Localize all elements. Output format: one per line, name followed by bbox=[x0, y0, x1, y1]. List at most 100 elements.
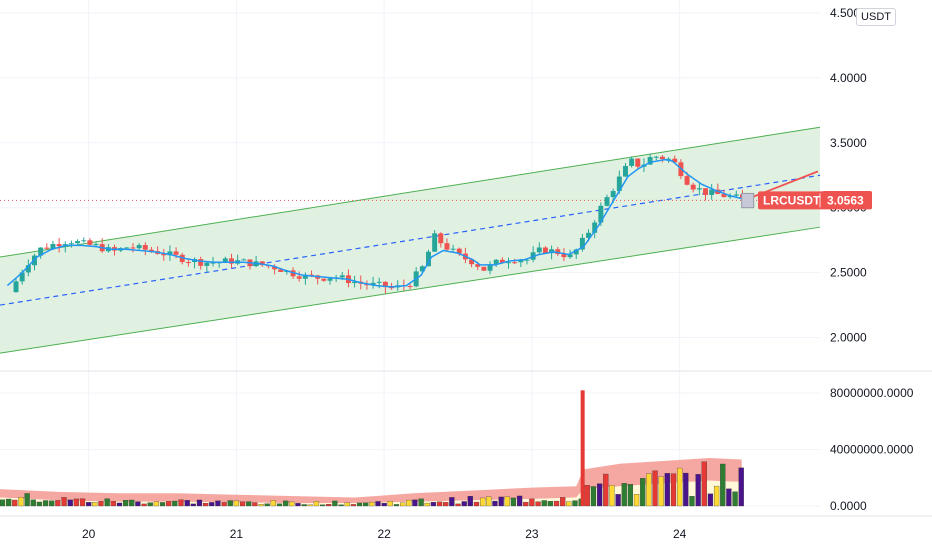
volume-bar-99 bbox=[609, 485, 615, 507]
candle-body-67 bbox=[426, 251, 431, 267]
x-tick-label-0: 20 bbox=[82, 527, 96, 541]
volume-bar-117 bbox=[720, 463, 726, 507]
candle-body-101 bbox=[635, 158, 641, 167]
candle-body-100 bbox=[629, 158, 635, 166]
candle-body-113 bbox=[709, 189, 715, 195]
volume-bar-23 bbox=[141, 503, 147, 507]
y-tick-label-2: 3.5000 bbox=[830, 136, 867, 150]
candle-body-48 bbox=[309, 274, 314, 276]
volume-bar-44 bbox=[270, 500, 276, 507]
candle-body-109 bbox=[684, 176, 690, 185]
candle-body-69 bbox=[438, 233, 444, 244]
channel-lower-line bbox=[0, 226, 821, 354]
volume-bar-113 bbox=[695, 474, 701, 507]
volume-bar-80 bbox=[492, 500, 498, 507]
volume-bar-98 bbox=[603, 473, 609, 507]
volume-bar-25 bbox=[153, 501, 160, 507]
candle-body-34 bbox=[222, 258, 228, 263]
candle-body-105 bbox=[659, 156, 665, 160]
volume-bar-28 bbox=[172, 500, 178, 507]
candle-body-71 bbox=[450, 248, 456, 250]
volume-bar-61 bbox=[375, 501, 381, 507]
volume-bar-89 bbox=[547, 501, 554, 507]
candle-body-80 bbox=[506, 262, 511, 264]
volume-bar-116 bbox=[713, 485, 720, 507]
volume-bar-81 bbox=[498, 496, 504, 507]
vol-y-tick-label-2: 0.0000 bbox=[830, 499, 867, 513]
channel-upper-line bbox=[0, 126, 821, 258]
selection-marker bbox=[741, 192, 755, 209]
volume-bar-45 bbox=[276, 503, 283, 507]
volume-bar-38 bbox=[233, 500, 240, 507]
regression-channel bbox=[0, 126, 821, 354]
volume-bar-82 bbox=[504, 496, 510, 507]
candle-body-42 bbox=[272, 266, 278, 270]
candle-body-89 bbox=[561, 254, 567, 258]
candle-body-74 bbox=[469, 259, 475, 265]
volume-bar-112 bbox=[689, 496, 695, 507]
projection-line bbox=[741, 170, 819, 203]
volume-bar-37 bbox=[227, 500, 233, 507]
candle-body-87 bbox=[549, 249, 555, 254]
volume-bar-111 bbox=[683, 472, 689, 507]
volume-bar-49 bbox=[301, 504, 307, 507]
candle-body-59 bbox=[376, 281, 382, 283]
candle-body-51 bbox=[327, 278, 333, 281]
volume-bar-84 bbox=[516, 495, 523, 507]
candle-body-32 bbox=[210, 262, 216, 264]
candle-body-76 bbox=[481, 266, 487, 271]
candle-body-104 bbox=[653, 156, 659, 158]
price-badges: 3.0599LRCUSDT3.0563 bbox=[758, 190, 872, 210]
unit-badge[interactable]: USDT bbox=[856, 8, 896, 26]
y-tick-label-4: 2.5000 bbox=[830, 266, 867, 280]
volume-bar-19 bbox=[116, 502, 123, 507]
volume-bar-86 bbox=[529, 498, 535, 507]
candle-body-20 bbox=[136, 245, 142, 249]
candle-body-1 bbox=[19, 272, 25, 282]
volume-bar-21 bbox=[129, 499, 135, 507]
volume-bar-18 bbox=[110, 501, 116, 507]
candle-body-11 bbox=[81, 240, 87, 242]
candle-body-13 bbox=[93, 244, 99, 246]
volume-bar-66 bbox=[406, 499, 412, 507]
candle-body-97 bbox=[610, 191, 616, 198]
volume-bar-110 bbox=[677, 467, 683, 507]
volume-bar-64 bbox=[393, 504, 400, 507]
volume-bar-76 bbox=[467, 496, 473, 507]
volume-bar-10 bbox=[61, 497, 67, 507]
last-price-badge bbox=[758, 191, 872, 210]
candle-body-72 bbox=[456, 248, 462, 254]
volume-bar-71 bbox=[436, 501, 443, 507]
candle-body-50 bbox=[321, 278, 327, 281]
ma-line bbox=[6, 158, 742, 288]
volume-bar-69 bbox=[424, 502, 430, 507]
candle-body-60 bbox=[382, 281, 388, 288]
volume-bar-16 bbox=[98, 501, 104, 507]
candle-body-82 bbox=[518, 260, 524, 263]
candle-body-47 bbox=[302, 274, 308, 279]
candle-body-21 bbox=[142, 245, 148, 250]
volume-bar-36 bbox=[221, 502, 227, 507]
candle-body-19 bbox=[130, 247, 136, 249]
candle-body-112 bbox=[703, 188, 708, 195]
candle-body-90 bbox=[567, 254, 573, 258]
volume-bar-13 bbox=[79, 498, 86, 507]
candle-body-68 bbox=[432, 233, 438, 252]
candle-body-9 bbox=[68, 243, 74, 245]
candle-body-31 bbox=[204, 262, 210, 266]
volume-bar-8 bbox=[49, 500, 55, 507]
candle-body-55 bbox=[352, 281, 358, 284]
candle-body-98 bbox=[616, 176, 622, 192]
x-tick-label-4: 24 bbox=[673, 527, 687, 541]
volume-bar-108 bbox=[664, 473, 670, 507]
volume-bar-5 bbox=[30, 499, 36, 507]
volume-bar-87 bbox=[535, 501, 541, 507]
volume-bar-42 bbox=[258, 504, 264, 507]
candle-body-10 bbox=[75, 241, 81, 244]
candle-body-35 bbox=[229, 258, 234, 264]
volume-bar-63 bbox=[387, 501, 393, 507]
candle-body-79 bbox=[499, 259, 505, 264]
volume-bar-65 bbox=[400, 502, 406, 507]
volume-bar-88 bbox=[541, 500, 547, 507]
